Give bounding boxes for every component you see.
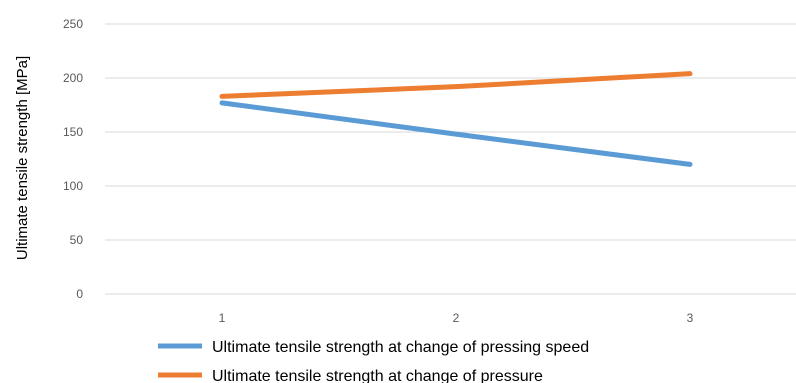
series-line-1	[219, 100, 693, 167]
series-lines	[219, 71, 693, 167]
y-axis-ticks: 0 50 100 150 200 250	[63, 17, 83, 301]
y-tick-label: 0	[76, 287, 83, 301]
legend: Ultimate tensile strength at change of p…	[158, 339, 589, 383]
y-tick-label: 100	[63, 179, 83, 193]
y-tick-label: 250	[63, 17, 83, 31]
x-tick-label: 3	[687, 311, 694, 325]
y-axis-label: Ultimate tensile strength [MPa]	[14, 56, 31, 260]
y-tick-label: 150	[63, 125, 83, 139]
x-tick-label: 1	[219, 311, 226, 325]
series-line-2	[219, 71, 693, 99]
x-axis-ticks: 1 2 3	[219, 311, 694, 325]
legend-label-2: Ultimate tensile strength at change of p…	[212, 368, 543, 383]
y-tick-label: 200	[63, 71, 83, 85]
x-tick-label: 2	[453, 311, 460, 325]
gridlines	[105, 23, 796, 295]
y-tick-label: 50	[70, 233, 84, 247]
legend-label-1: Ultimate tensile strength at change of p…	[212, 339, 589, 356]
